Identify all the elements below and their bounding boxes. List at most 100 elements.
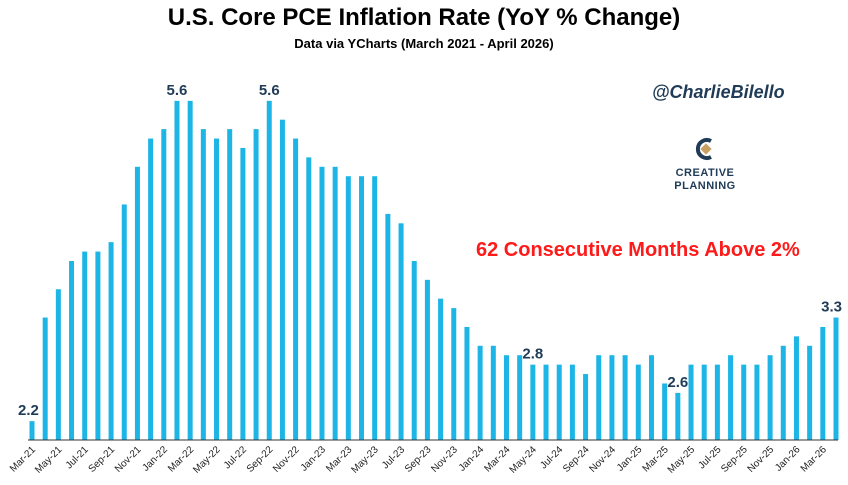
bar-Jan-23: [319, 166, 325, 441]
bar-May-22: [214, 138, 220, 440]
data-label-Mar-21: 2.2: [18, 402, 39, 419]
chart-subtitle: Data via YCharts (March 2021 - April 202…: [294, 36, 554, 51]
bar-Sep-24: [583, 374, 589, 440]
x-tick-Sep-23: Sep-23: [403, 444, 434, 475]
bar-Sep-22: [266, 100, 272, 440]
bar-Mar-22: [187, 100, 193, 440]
bar-Jan-26: [793, 336, 799, 440]
bar-Oct-23: [438, 298, 444, 440]
bar-Dec-21: [148, 138, 154, 440]
bars-group: [29, 100, 839, 441]
x-tick-Nov-22: Nov-22: [271, 444, 302, 475]
bar-Feb-26: [807, 345, 813, 440]
x-tick-Nov-25: Nov-25: [746, 444, 777, 475]
bar-Oct-25: [754, 364, 760, 440]
bar-Nov-22: [293, 138, 299, 440]
logo-line1: CREATIVE: [675, 167, 735, 179]
author-handle: @CharlieBilello: [652, 82, 785, 102]
creative-planning-logo: CREATIVE PLANNING: [655, 136, 755, 193]
bar-Nov-23: [451, 308, 457, 440]
bar-Aug-24: [569, 364, 575, 440]
logo-line2: PLANNING: [674, 180, 736, 192]
x-tick-Jan-26: Jan-26: [773, 444, 803, 474]
consecutive-months-annotation: 62 Consecutive Months Above 2%: [476, 239, 800, 261]
data-label-Feb-22: 5.6: [167, 82, 188, 99]
bar-Apr-23: [359, 176, 365, 440]
bar-Jun-23: [385, 213, 391, 440]
bar-Dec-25: [780, 345, 786, 440]
bar-Feb-25: [648, 355, 654, 440]
bar-Jan-24: [477, 345, 483, 440]
bar-Nov-25: [767, 355, 773, 440]
creative-planning-c-logo-icon: [695, 138, 712, 160]
x-tick-Jan-22: Jan-22: [141, 444, 171, 474]
bar-Jul-25: [714, 364, 720, 440]
bar-Mar-21: [29, 421, 35, 440]
bar-Jul-22: [240, 147, 246, 440]
bar-Nov-21: [134, 166, 140, 441]
x-tick-May-25: May-25: [666, 444, 698, 476]
bar-Sep-25: [741, 364, 747, 440]
bar-Apr-26: [833, 317, 839, 440]
x-tick-Sep-21: Sep-21: [87, 444, 118, 475]
x-tick-Nov-21: Nov-21: [113, 444, 144, 475]
bar-Sep-21: [108, 242, 114, 440]
chart-title: U.S. Core PCE Inflation Rate (YoY % Chan…: [167, 4, 681, 31]
data-label-Apr-25: 2.6: [667, 374, 688, 391]
x-tick-Nov-24: Nov-24: [587, 444, 618, 475]
x-tick-Sep-25: Sep-25: [719, 444, 750, 475]
x-tick-Mar-26: Mar-26: [799, 444, 829, 474]
bar-Mar-23: [345, 176, 351, 440]
bar-Aug-25: [728, 355, 734, 440]
bar-Mar-26: [820, 326, 826, 440]
bar-Jun-25: [701, 364, 707, 440]
bar-Nov-24: [609, 355, 615, 440]
bar-Feb-22: [174, 100, 180, 440]
bar-Jan-25: [635, 364, 641, 440]
bar-Sep-23: [424, 279, 430, 440]
bar-Mar-25: [662, 383, 668, 440]
bar-Jul-24: [556, 364, 562, 440]
bar-Oct-22: [279, 119, 285, 441]
bar-May-23: [372, 176, 378, 440]
data-label-Sep-22: 5.6: [259, 82, 280, 99]
bar-May-24: [530, 364, 536, 440]
bar-Jan-22: [161, 129, 167, 441]
bar-Feb-24: [490, 345, 496, 440]
x-tick-May-23: May-23: [349, 444, 381, 476]
bar-Apr-25: [675, 392, 681, 440]
data-label-Apr-26: 3.3: [821, 299, 842, 316]
bar-Dec-23: [464, 326, 470, 440]
bar-Feb-23: [332, 166, 338, 441]
bar-Dec-22: [306, 157, 312, 440]
bar-May-21: [55, 289, 61, 440]
bar-Jul-21: [82, 251, 88, 440]
bar-Apr-22: [200, 129, 206, 441]
x-tick-Jan-23: Jan-23: [299, 444, 329, 474]
bar-Aug-23: [411, 261, 417, 440]
bar-May-25: [688, 364, 694, 440]
data-label-May-24: 2.8: [522, 346, 543, 363]
bar-Mar-24: [503, 355, 509, 440]
x-tick-May-21: May-21: [33, 444, 65, 476]
x-tick-Jan-24: Jan-24: [457, 444, 487, 474]
data-labels-group: 2.2 5.6 5.6 2.8 2.6 3.3: [18, 82, 842, 419]
bar-Apr-24: [517, 355, 523, 440]
x-tick-May-22: May-22: [191, 444, 223, 476]
x-tick-Sep-22: Sep-22: [245, 444, 276, 475]
x-tick-May-24: May-24: [508, 444, 540, 476]
bar-Jul-23: [398, 223, 404, 440]
bar-Aug-21: [95, 251, 101, 440]
x-tick-Jan-25: Jan-25: [615, 444, 645, 474]
bar-Dec-24: [622, 355, 628, 440]
bar-Jun-22: [227, 129, 233, 441]
x-tick-Nov-23: Nov-23: [429, 444, 460, 475]
bar-Oct-21: [121, 204, 127, 440]
bar-Oct-24: [596, 355, 602, 440]
bar-Jun-21: [69, 261, 75, 440]
bar-Apr-21: [42, 317, 48, 440]
bar-Aug-22: [253, 129, 259, 441]
x-tick-Sep-24: Sep-24: [561, 444, 592, 475]
